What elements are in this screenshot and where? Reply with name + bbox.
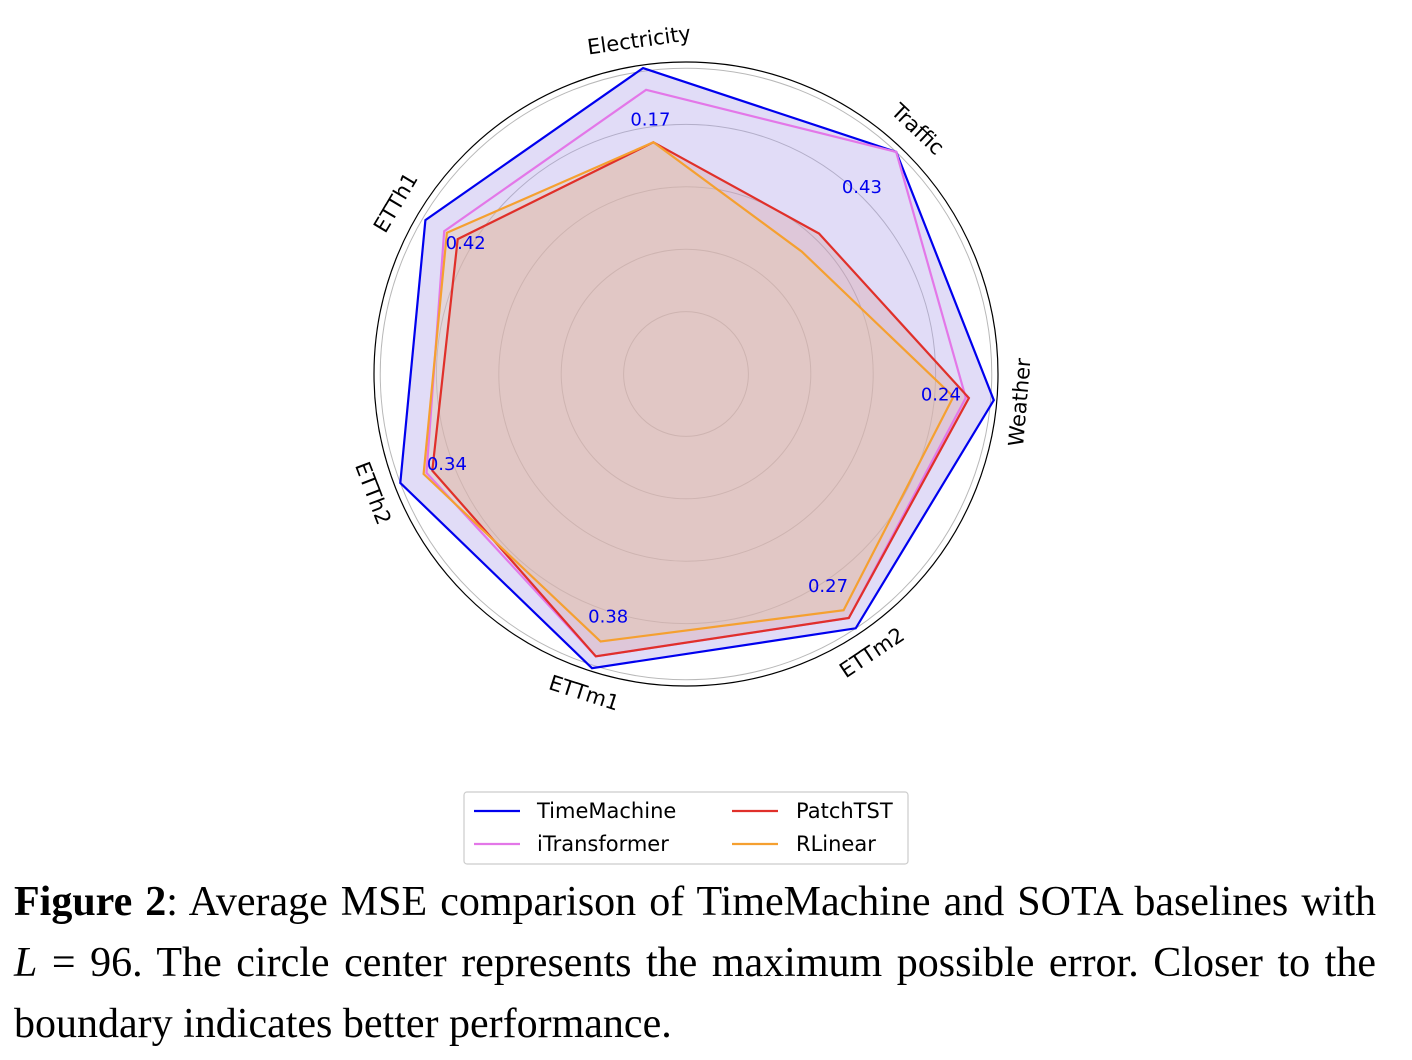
caption-text-part-2: . The circle center represents the maxim… [14, 940, 1376, 1047]
grid-ring-2 [560, 248, 812, 500]
legend: TimeMachine iTransformer PatchTST RLinea… [463, 791, 909, 865]
series-fill-patchtst [432, 142, 969, 657]
series-fill-timemachine [400, 68, 994, 669]
legend-label-rlinear: RLinear [796, 832, 876, 856]
value-annotation-traffic: 0.43 [842, 177, 882, 198]
axis-label-ettm1: ETTm1 [546, 671, 622, 716]
grid-ring-4 [435, 123, 937, 625]
grid-ring-3 [498, 186, 874, 562]
value-annotation-ettm1: 0.38 [588, 607, 628, 628]
radar-chart: ElectricityTrafficWeatherETTm2ETTm1ETTh2… [350, 21, 1036, 865]
series-line-timemachine [399, 66, 996, 670]
value-annotation-etth1: 0.42 [446, 233, 486, 254]
legend-label-timemachine: TimeMachine [536, 799, 676, 823]
caption-math-equation: = 96 [37, 940, 133, 986]
caption-text-part-1: : Average MSE comparison of TimeMachine … [166, 879, 1376, 925]
value-annotation-etth2: 0.34 [427, 454, 467, 475]
axis-label-weather: Weather [1004, 357, 1035, 448]
value-annotation-weather: 0.24 [921, 385, 961, 406]
radial-grid [373, 61, 999, 687]
axis-label-electricity: Electricity [586, 21, 693, 59]
axis-label-ettm2: ETTm2 [835, 623, 909, 683]
legend-box [463, 791, 909, 865]
legend-label-patchtst: PatchTST [796, 799, 893, 823]
series-fill-rlinear [423, 142, 954, 642]
value-annotation-ettm2: 0.27 [808, 576, 848, 597]
caption-math-variable: L [14, 940, 38, 986]
value-annotations: 0.17 0.43 0.24 0.27 0.38 0.34 0.42 [427, 110, 961, 628]
outer-frame-circle [373, 61, 999, 687]
legend-label-itransformer: iTransformer [537, 832, 669, 856]
figure-caption: Figure 2: Average MSE comparison of Time… [14, 872, 1376, 1055]
series-line-patchtst [431, 141, 971, 658]
grid-ring-5 [379, 67, 993, 681]
series-line-rlinear [422, 141, 955, 643]
series-fills [400, 68, 994, 669]
axis-label-etth1: ETTh1 [369, 168, 423, 236]
grid-ring-1 [623, 311, 749, 437]
caption-figure-label: Figure 2 [14, 879, 167, 925]
series-lines [399, 66, 996, 670]
value-annotation-electricity: 0.17 [630, 110, 670, 131]
